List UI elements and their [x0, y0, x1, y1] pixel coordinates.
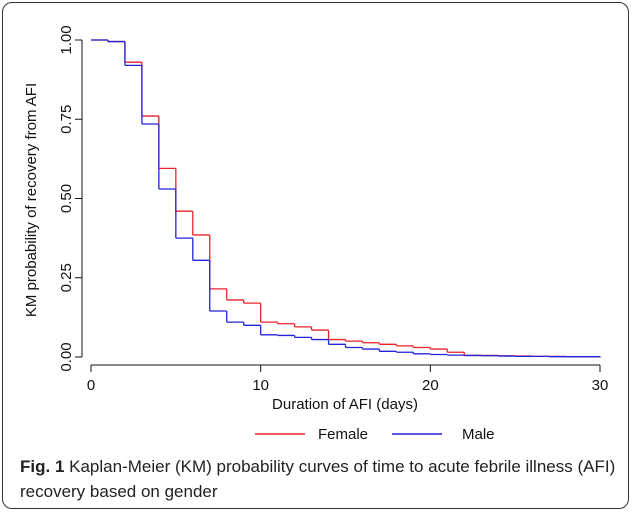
y-tick-label: 1.00	[58, 25, 75, 54]
x-tick-label: 20	[422, 377, 439, 394]
y-tick-label: 0.75	[58, 105, 75, 134]
y-tick-label: 0.25	[58, 263, 75, 292]
x-axis-title: Duration of AFI (days)	[272, 396, 418, 413]
x-tick-label: 30	[592, 377, 609, 394]
y-tick-label: 0.50	[58, 184, 75, 213]
caption-text: Kaplan-Meier (KM) probability curves of …	[20, 457, 616, 501]
x-tick-label: 0	[87, 377, 95, 394]
caption: Fig. 1 Kaplan-Meier (KM) probability cur…	[20, 454, 620, 504]
caption-label: Fig. 1	[20, 457, 65, 476]
figure-frame	[2, 2, 629, 509]
legend-label: Female	[318, 426, 368, 443]
x-tick-label: 10	[252, 377, 269, 394]
y-tick-label: 0.00	[58, 342, 75, 371]
legend-label: Male	[462, 426, 495, 443]
y-axis-title: KM probability of recovery from AFI	[23, 83, 40, 317]
